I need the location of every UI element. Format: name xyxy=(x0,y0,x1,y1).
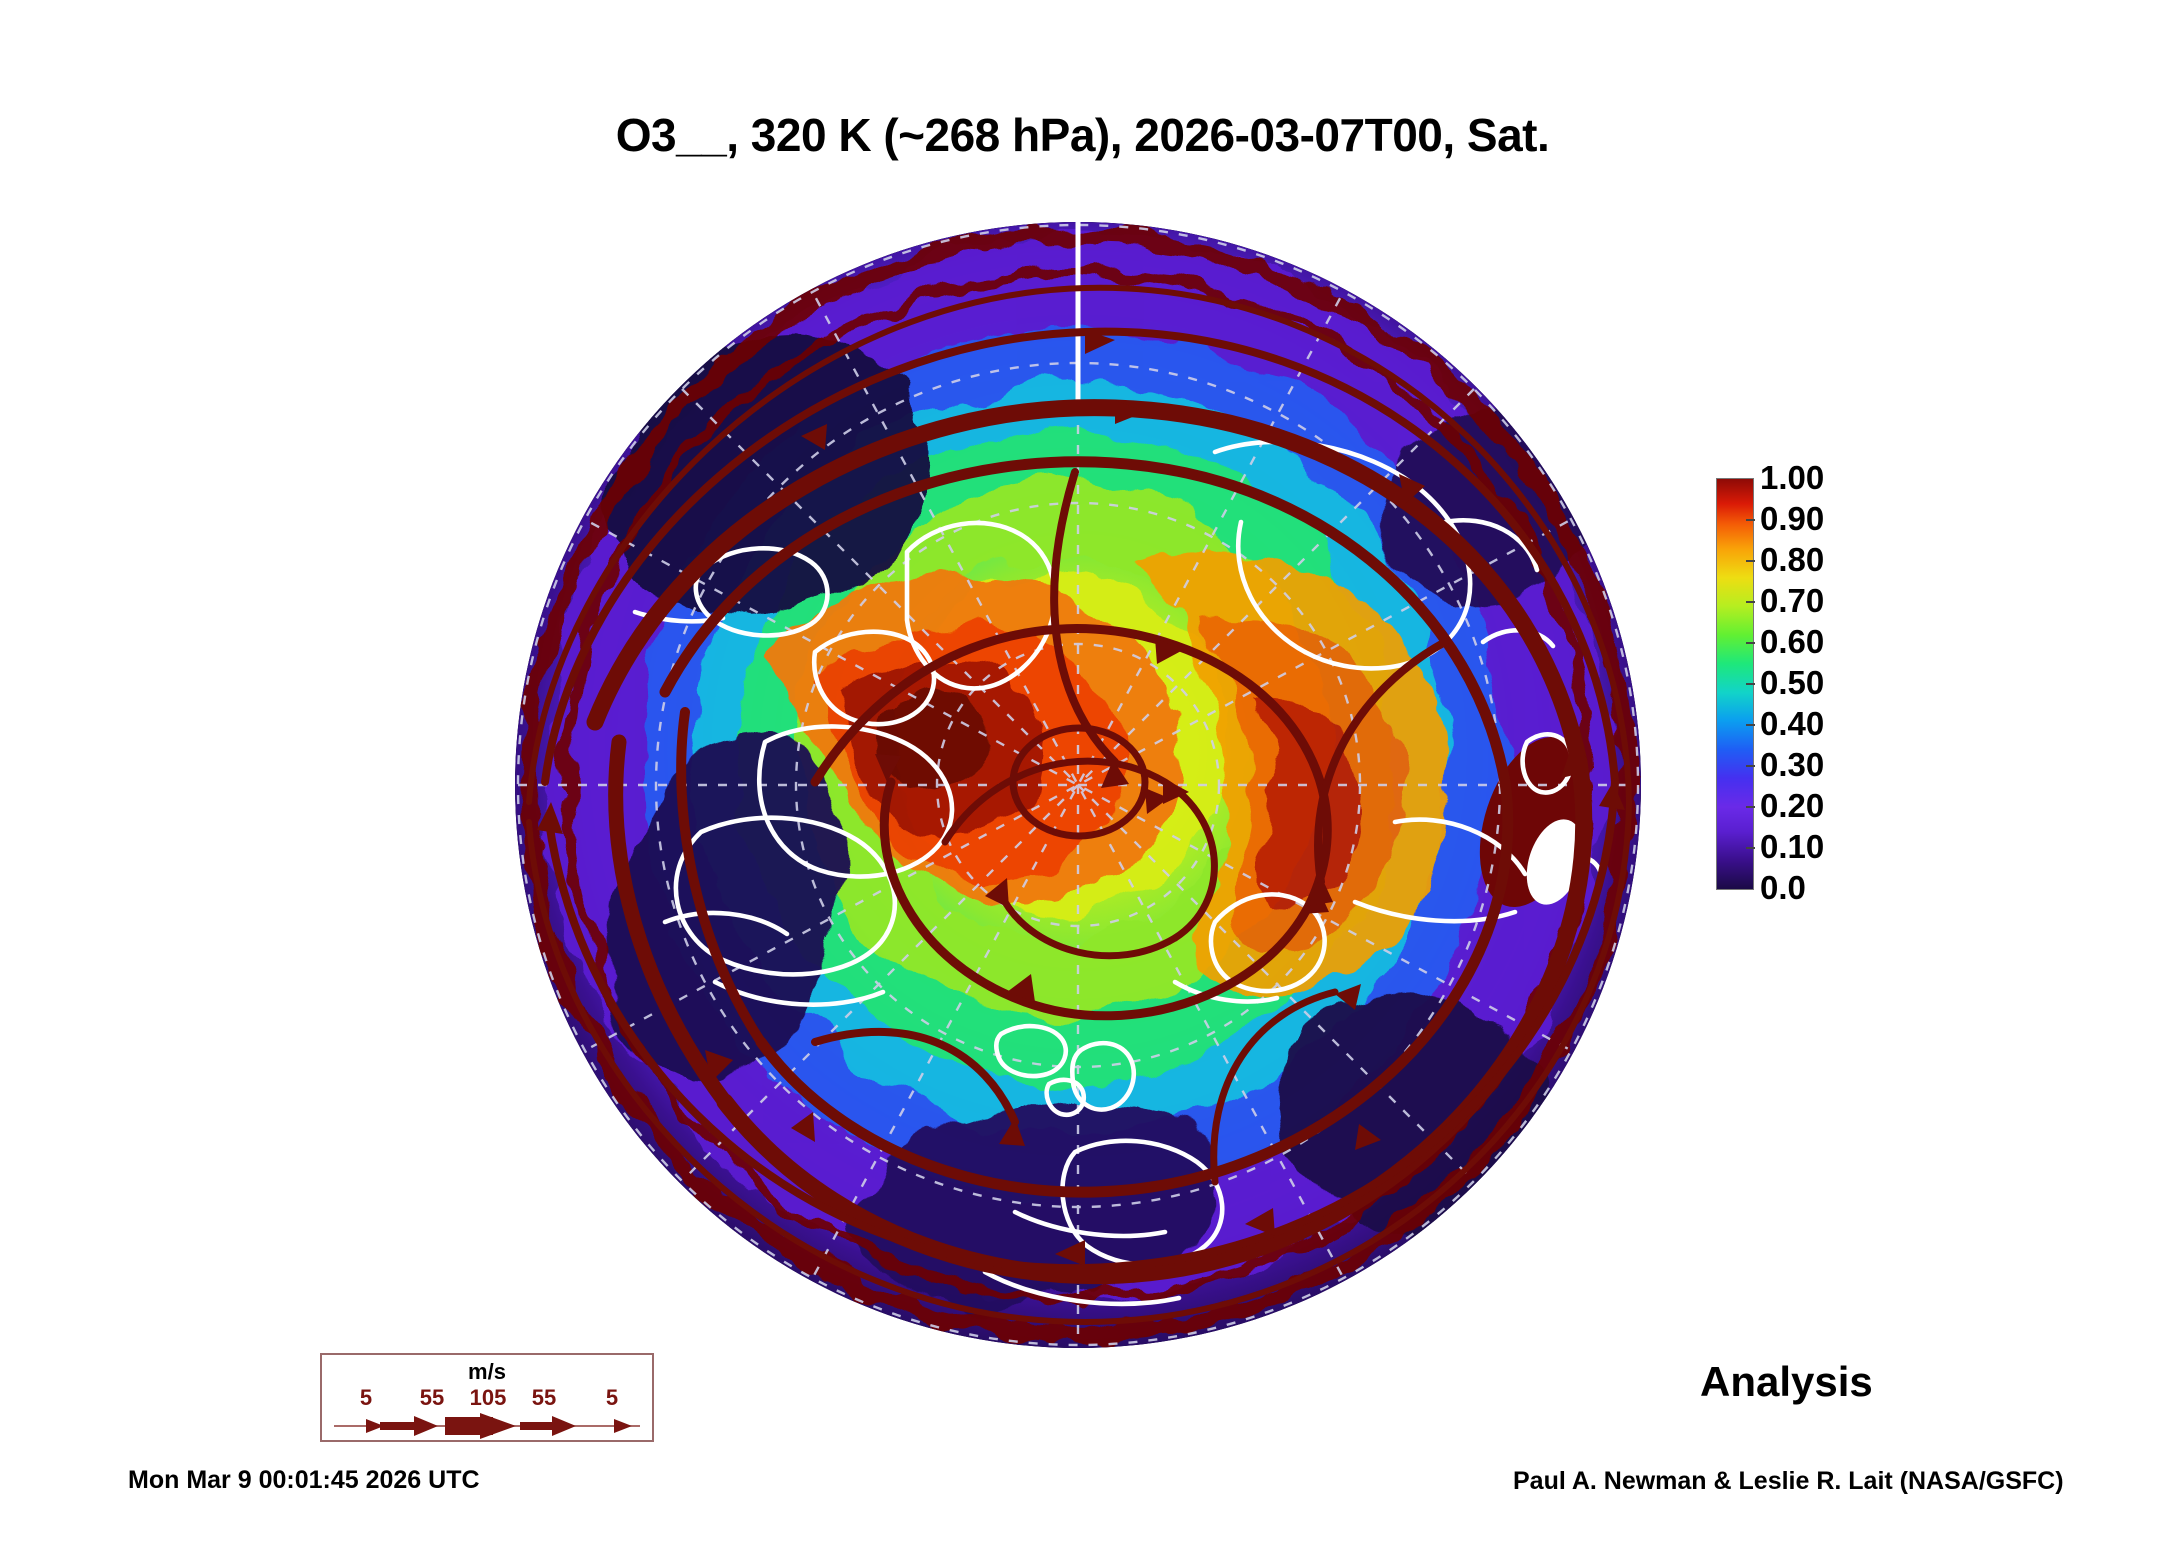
polar-map xyxy=(515,222,1641,1348)
wind-key-arrows xyxy=(330,1413,644,1439)
colorbar-tick-mark xyxy=(1746,642,1755,644)
colorbar-tick-label: 0.80 xyxy=(1760,541,1825,578)
colorbar-tick-mark xyxy=(1746,847,1755,849)
colorbar-tick-mark xyxy=(1746,683,1755,685)
wind-speed-key: m/s 5 55 105 55 5 xyxy=(320,1353,654,1442)
colorbar-tick-label: 0.10 xyxy=(1760,828,1825,865)
colorbar-tick-label: 1.00 xyxy=(1760,459,1825,496)
colorbar-tick-label: 0.60 xyxy=(1760,623,1825,660)
wind-key-value: 55 xyxy=(531,1385,557,1410)
colorbar-tick-label: 0.20 xyxy=(1760,787,1825,824)
streamlines xyxy=(526,284,1632,1325)
map-canvas xyxy=(515,222,1641,1348)
high-ozone-filament xyxy=(765,574,1181,902)
colorbar-tick-label: 0.40 xyxy=(1760,705,1825,742)
colorbar-tick-label: 0.30 xyxy=(1760,746,1825,783)
colorbar xyxy=(1716,478,1754,890)
wind-key-value: 5 xyxy=(359,1385,373,1410)
colorbar-tick-label: 0.90 xyxy=(1760,500,1825,537)
globe-disc xyxy=(515,222,1641,1348)
graticule xyxy=(516,223,1640,1347)
colorbar-tick-mark xyxy=(1746,806,1755,808)
ozone-field xyxy=(515,222,1641,1348)
colorbar-tick-mark xyxy=(1746,765,1755,767)
colorbar-tick-mark xyxy=(1746,724,1755,726)
colorbar-tick-mark xyxy=(1746,560,1755,562)
colorbar-tick-label: 0.50 xyxy=(1760,664,1825,701)
colorbar-ticks: 1.00 0.90 0.80 0.70 0.60 0.50 0.40 0.30 0.20 0.10… xyxy=(1760,455,1880,915)
page-title: O3__, 320 K (~268 hPa), 2026-03-07T00, S… xyxy=(615,109,1550,161)
colorbar-tick-mark xyxy=(1746,601,1755,603)
colorbar-tick-label: 0.0 xyxy=(1760,869,1806,906)
colorbar-tick-label: 0.70 xyxy=(1760,582,1825,619)
wind-key-unit: m/s xyxy=(468,1359,506,1384)
wind-key-value: 105 xyxy=(469,1385,507,1410)
author-credit: Paul A. Newman & Leslie R. Lait (NASA/GS… xyxy=(1513,1467,2064,1495)
analysis-label: Analysis xyxy=(1700,1358,1873,1405)
generation-timestamp: Mon Mar 9 00:01:45 2026 UTC xyxy=(128,1466,480,1494)
wind-key-value: 55 xyxy=(419,1385,445,1410)
wind-key-value: 5 xyxy=(605,1385,619,1410)
colorbar-tick-mark xyxy=(1746,519,1755,521)
